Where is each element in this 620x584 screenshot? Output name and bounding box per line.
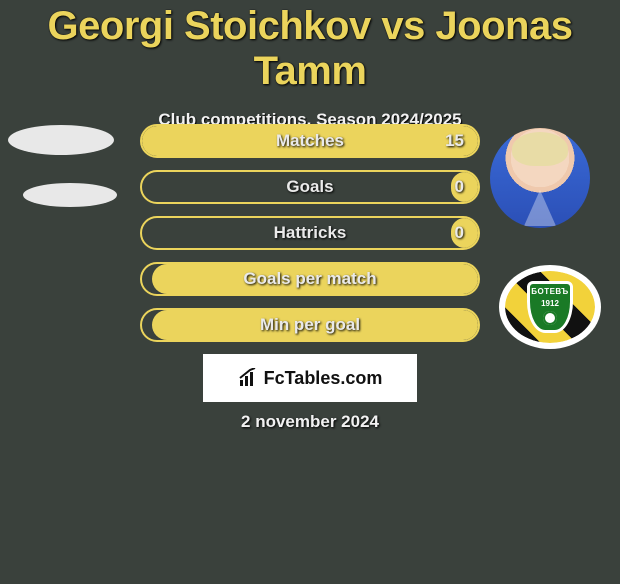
stat-row-goals-per-match: Goals per match <box>140 262 480 296</box>
crest-ball-icon <box>543 311 557 325</box>
bar-chart-icon <box>238 368 258 388</box>
player-right-photo <box>490 128 590 228</box>
date-text: 2 november 2024 <box>0 412 620 432</box>
watermark: FcTables.com <box>203 354 417 402</box>
player-left-photo-placeholder <box>8 125 114 155</box>
stat-row-min-per-goal: Min per goal <box>140 308 480 342</box>
stat-label: Goals <box>142 172 478 202</box>
crest-year: 1912 <box>541 299 559 308</box>
stat-label: Hattricks <box>142 218 478 248</box>
stats-list: Matches 15 Goals 0 Hattricks 0 Goals per… <box>140 124 480 354</box>
watermark-text: FcTables.com <box>264 368 383 389</box>
stat-label: Goals per match <box>142 264 478 294</box>
stat-row-goals: Goals 0 <box>140 170 480 204</box>
stat-value-right: 15 <box>445 126 464 156</box>
club-right-crest: БОТЕВЪ 1912 <box>499 265 601 349</box>
stat-row-matches: Matches 15 <box>140 124 480 158</box>
stat-label: Matches <box>142 126 478 156</box>
stat-row-hattricks: Hattricks 0 <box>140 216 480 250</box>
stat-label: Min per goal <box>142 310 478 340</box>
stat-value-right: 0 <box>455 172 464 202</box>
club-left-crest-placeholder <box>23 183 117 207</box>
crest-text: БОТЕВЪ <box>531 288 569 297</box>
page-title: Georgi Stoichkov vs Joonas Tamm <box>0 4 620 94</box>
stat-value-right: 0 <box>455 218 464 248</box>
